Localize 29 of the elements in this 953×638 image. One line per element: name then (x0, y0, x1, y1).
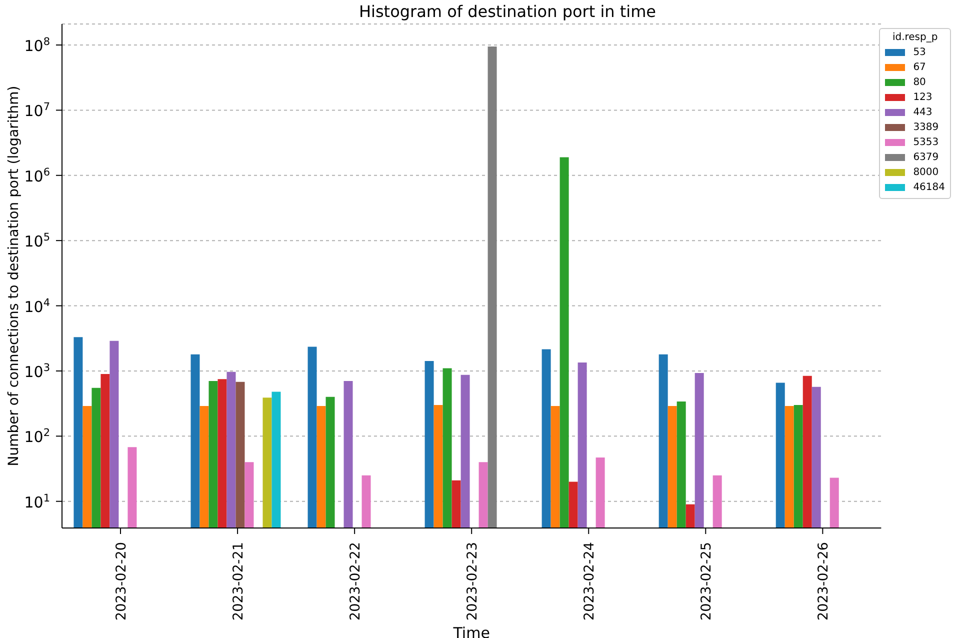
legend-label: 443 (913, 107, 932, 118)
legend-label: 123 (913, 92, 932, 103)
x-tick-label: 2023-02-22 (348, 542, 364, 620)
y-tick-label: 10$^{4}$ (24, 296, 50, 316)
x-tick-label: 2023-02-25 (698, 542, 715, 620)
legend-label: 53 (913, 47, 926, 58)
legend-label: 8000 (913, 167, 939, 178)
y-tick-label: 10$^{6}$ (24, 166, 50, 186)
x-tick-label: 2023-02-23 (464, 542, 481, 620)
x-axis-title: Time (452, 624, 490, 638)
y-tick-label: 10$^{5}$ (24, 232, 50, 251)
y-axis-title: Number of connections to destination port (logarithm) (6, 86, 22, 466)
y-tick-label: 10$^{1}$ (24, 492, 50, 512)
x-tick-label: 2023-02-24 (582, 542, 598, 620)
y-tick-label: 10$^{8}$ (24, 36, 50, 56)
legend-title: id.resp_p (891, 32, 939, 43)
legend-label: 3389 (913, 122, 939, 133)
x-tick-label: 2023-02-21 (230, 542, 247, 620)
x-tick-label: 2023-02-20 (114, 542, 130, 620)
legend-label: 80 (913, 77, 926, 88)
y-tick-label: 10$^{7}$ (24, 101, 50, 120)
y-tick-label: 10$^{2}$ (24, 427, 50, 446)
legend-label: 6379 (913, 152, 939, 163)
chart-title: Histogram of destination port in time (358, 2, 658, 21)
x-tick-label: 2023-02-26 (816, 542, 832, 620)
legend-label: 67 (913, 62, 926, 73)
legend-label: 5353 (913, 137, 939, 148)
y-tick-label: 10$^{3}$ (24, 362, 50, 381)
legend-label: 46184 (913, 182, 945, 193)
